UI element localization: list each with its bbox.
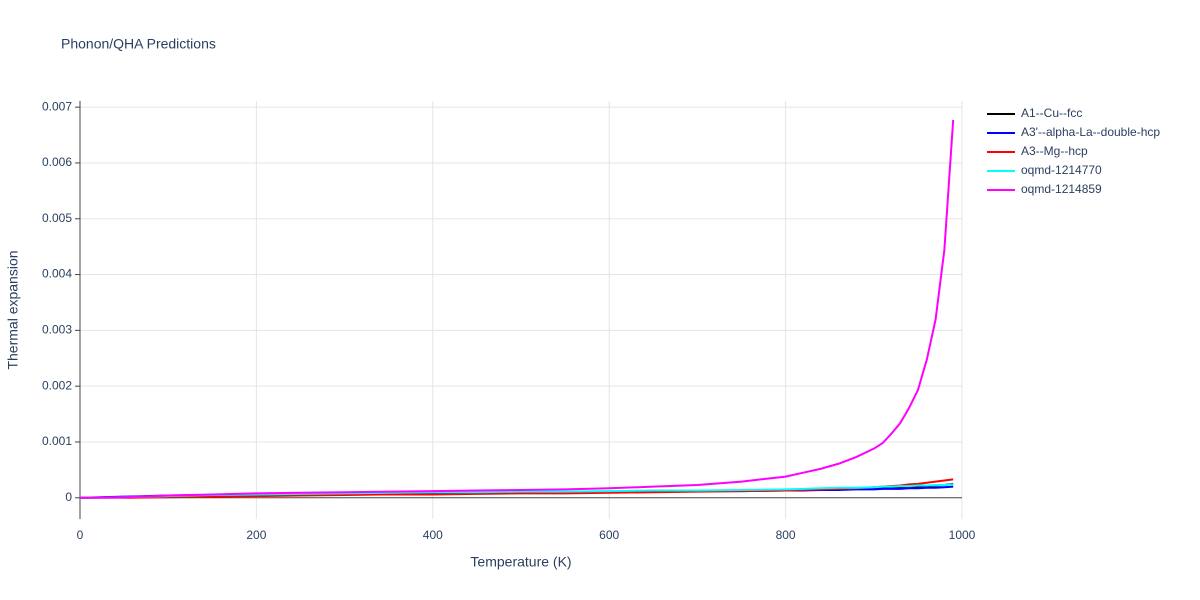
series-line — [80, 478, 954, 499]
y-tick-label: 0.006 — [42, 155, 72, 169]
series-line — [79, 483, 954, 499]
x-tick-label: 400 — [423, 528, 443, 542]
y-tick-label: 0 — [65, 490, 72, 504]
series-line — [79, 119, 955, 499]
y-tick-label: 0.001 — [42, 434, 72, 448]
y-tick-label: 0.004 — [42, 267, 72, 281]
chart-title: Phonon/QHA Predictions — [61, 36, 216, 52]
legend-label: A3'--alpha-La--double-hcp — [1021, 125, 1160, 139]
legend-label: A3--Mg--hcp — [1021, 144, 1088, 158]
x-tick-label: 200 — [246, 528, 266, 542]
y-axis-title: Thermal expansion — [5, 250, 21, 369]
x-axis-title: Temperature (K) — [470, 554, 571, 570]
y-tick-label: 0.005 — [42, 211, 72, 225]
y-tick-label: 0.002 — [42, 378, 72, 392]
x-tick-label: 600 — [599, 528, 619, 542]
x-tick-label: 0 — [77, 528, 84, 542]
legend-label: A1--Cu--fcc — [1021, 106, 1082, 120]
legend-label: oqmd-1214770 — [1021, 163, 1102, 177]
y-tick-label: 0.003 — [42, 323, 72, 337]
y-tick-label: 0.007 — [42, 99, 72, 113]
legend-label: oqmd-1214859 — [1021, 182, 1102, 196]
x-tick-label: 1000 — [949, 528, 976, 542]
x-tick-label: 800 — [776, 528, 796, 542]
